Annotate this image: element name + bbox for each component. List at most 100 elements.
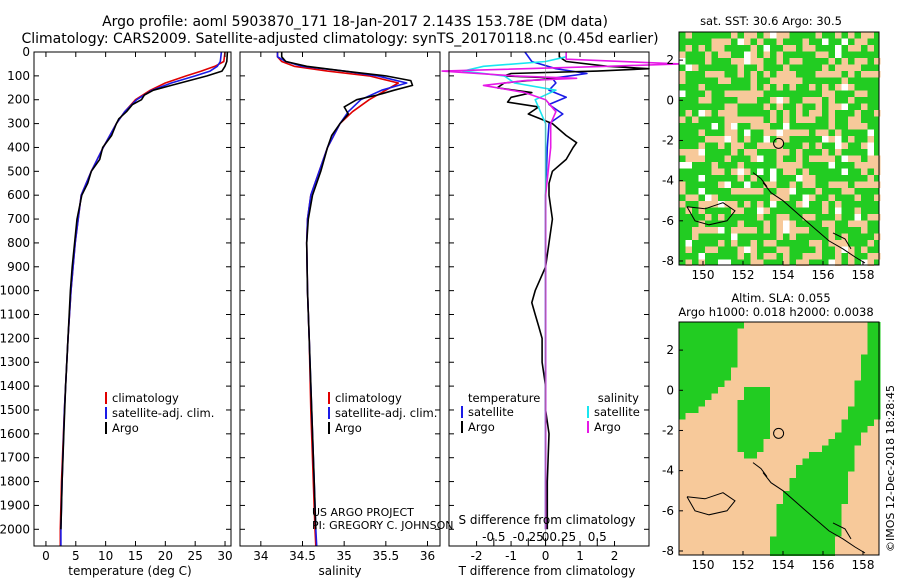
map-cell — [776, 38, 783, 45]
map-cell — [815, 471, 822, 478]
map-cell — [854, 181, 861, 188]
map-cell — [822, 491, 829, 498]
map-cell — [776, 194, 783, 201]
map-cell — [828, 259, 835, 266]
map-cell — [854, 123, 861, 130]
map-cell — [770, 253, 777, 260]
map-cell — [854, 207, 861, 214]
map-cell — [783, 523, 790, 530]
x-tick-label: 34.5 — [289, 549, 316, 563]
map-cell — [867, 335, 874, 342]
map-cell — [776, 97, 783, 104]
map-y-tick-label: -4 — [662, 174, 674, 188]
map-cell — [750, 149, 757, 156]
map-cell — [815, 458, 822, 465]
map-cell — [796, 103, 803, 110]
y-tick-label: 1000 — [0, 284, 30, 298]
map-cell — [757, 259, 764, 266]
map-y-tick-label: -2 — [662, 133, 674, 147]
map-cell — [705, 328, 712, 335]
map-cell — [711, 227, 718, 234]
map-cell — [874, 341, 881, 348]
map-cell — [783, 214, 790, 221]
map-cell — [809, 517, 816, 524]
map-cell — [822, 484, 829, 491]
map-cell — [757, 123, 764, 130]
map-cell — [802, 465, 809, 472]
map-cell — [822, 207, 829, 214]
map-cell — [718, 136, 725, 143]
map-y-tick-label: -6 — [662, 214, 674, 228]
map-cell — [744, 201, 751, 208]
top-tick-label: 0 — [542, 530, 550, 544]
map-cell — [822, 517, 829, 524]
map-cell — [692, 233, 699, 240]
map-cell — [737, 58, 744, 65]
y-tick-label: 1500 — [0, 403, 30, 417]
map-cell — [685, 155, 692, 162]
map-cell — [809, 84, 816, 91]
map-cell — [783, 246, 790, 253]
map-cell — [828, 465, 835, 472]
map-cell — [835, 471, 842, 478]
x-tick-label: 2 — [611, 549, 619, 563]
map-cell — [679, 58, 686, 65]
map-cell — [809, 510, 816, 517]
map-cell — [705, 110, 712, 117]
map-cell — [841, 426, 848, 433]
map-cell — [828, 445, 835, 452]
map-cell — [724, 38, 731, 45]
map-cell — [841, 458, 848, 465]
map-cell — [757, 387, 764, 394]
map-cell — [757, 116, 764, 123]
map-cell — [874, 335, 881, 342]
map-cell — [750, 253, 757, 260]
map-cell — [874, 253, 881, 260]
map-cell — [783, 45, 790, 52]
map-cell — [705, 71, 712, 78]
map-cell — [698, 322, 705, 329]
map-cell — [815, 478, 822, 485]
map-cell — [679, 406, 686, 413]
map-cell — [828, 439, 835, 446]
y-tick-label: 400 — [7, 140, 30, 154]
map-cell — [796, 530, 803, 537]
map-cell — [770, 116, 777, 123]
map-cell — [737, 439, 744, 446]
map-cell — [802, 504, 809, 511]
map-cell — [757, 439, 764, 446]
map-cell — [750, 240, 757, 247]
map-cell — [718, 110, 725, 117]
x-tick-label: 35.5 — [372, 549, 399, 563]
map-cell — [796, 58, 803, 65]
map-cell — [815, 188, 822, 195]
x-tick-label: 0 — [42, 549, 50, 563]
map-cell — [828, 530, 835, 537]
map-cell — [698, 227, 705, 234]
map-cell — [815, 51, 822, 58]
map-cell — [783, 168, 790, 175]
map-cell — [822, 536, 829, 543]
map-cell — [731, 201, 738, 208]
map-cell — [705, 393, 712, 400]
map-cell — [744, 188, 751, 195]
top-tick-label: 0.5 — [588, 530, 607, 544]
coastline — [832, 522, 852, 540]
map-cell — [750, 155, 757, 162]
map-cell — [783, 549, 790, 556]
map-cell — [705, 90, 712, 97]
map-cell — [809, 214, 816, 221]
map-cell — [822, 149, 829, 156]
salinity-panel: 34 34.5 35 35.5 36 salinity climatology sate… — [239, 51, 453, 578]
legend-s-satellite-label: satellite — [594, 405, 640, 419]
profile-location-marker — [773, 137, 785, 149]
map-cell — [705, 214, 712, 221]
map-cell — [705, 380, 712, 387]
map-cell — [867, 175, 874, 182]
map-cell — [796, 155, 803, 162]
map-cell — [802, 38, 809, 45]
map-cell — [783, 129, 790, 136]
map-cell — [763, 142, 770, 149]
map-cell — [802, 175, 809, 182]
map-cell — [809, 240, 816, 247]
